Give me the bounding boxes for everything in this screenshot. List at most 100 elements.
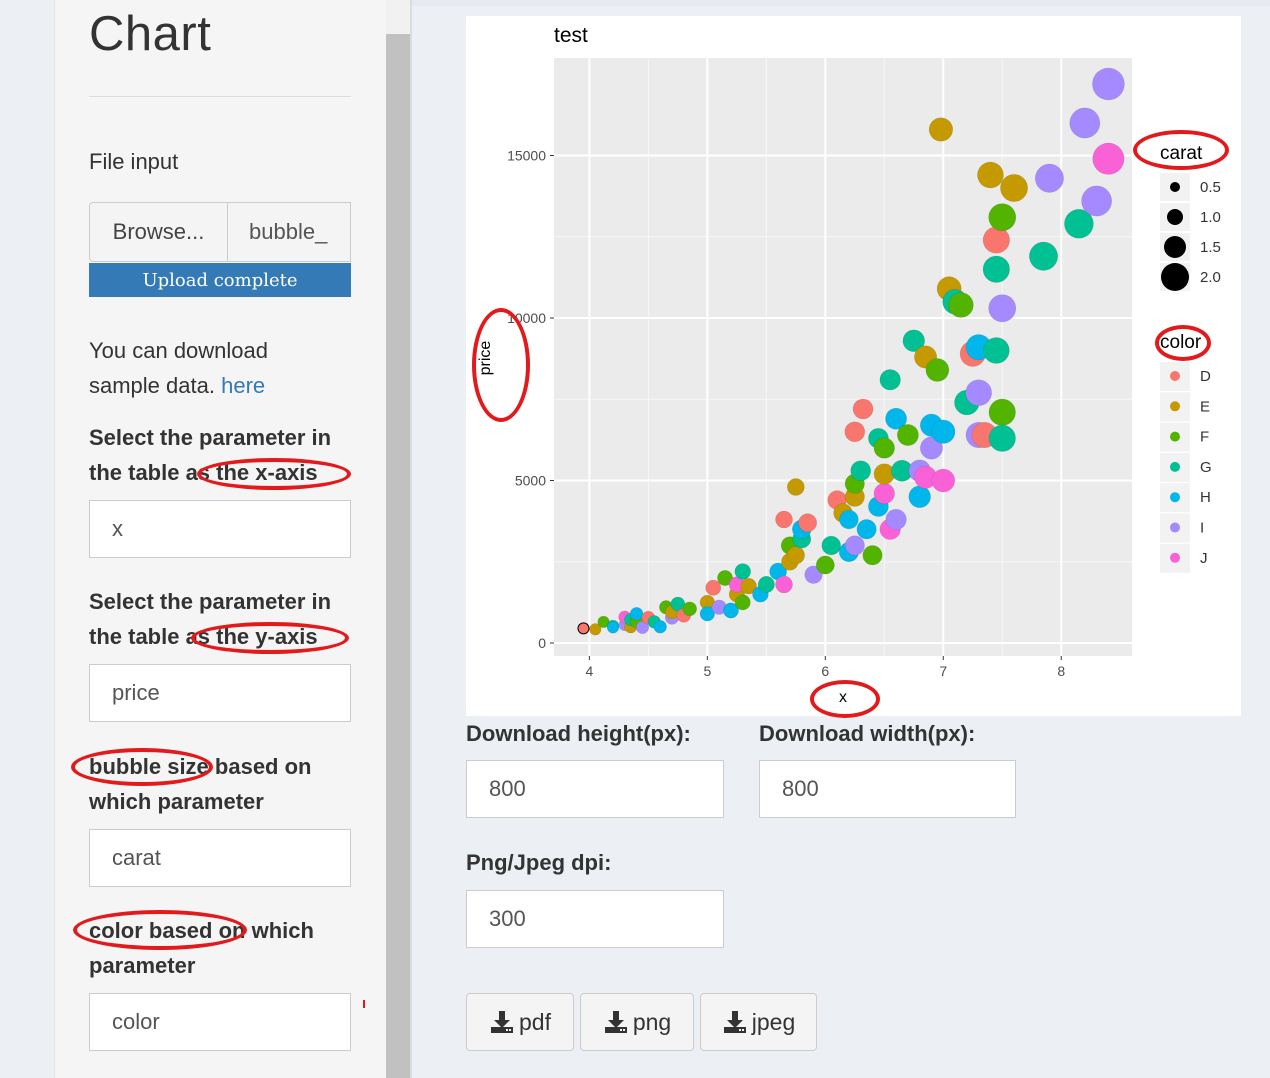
x-tick-label: 5 [703, 663, 711, 679]
chart-title: test [554, 24, 588, 47]
data-point [850, 460, 871, 482]
download-note: You can download sample data. here [89, 333, 329, 403]
download-height-label: Download height(px): [466, 721, 691, 746]
y-axis-input[interactable]: price [89, 664, 351, 722]
download-height-input[interactable]: 800 [466, 760, 724, 818]
color-legend-label: J [1200, 550, 1208, 567]
download-pdf-button[interactable]: pdf [466, 993, 574, 1051]
color-legend-key [1170, 431, 1180, 442]
data-point [948, 292, 974, 318]
x-tick-label: 7 [939, 663, 947, 679]
upload-progress-bar: Upload complete [89, 263, 351, 297]
data-point [873, 463, 895, 485]
data-point [734, 594, 751, 611]
data-point [852, 398, 874, 420]
sample-data-link[interactable]: here [221, 373, 266, 398]
bubble-size-input[interactable]: carat [89, 829, 351, 887]
color-legend-label: I [1200, 520, 1204, 537]
data-point [1034, 163, 1064, 193]
data-point [734, 563, 751, 580]
y-tick-label: 0 [538, 635, 546, 651]
download-note-text: You can download sample data. [89, 338, 269, 398]
data-point [589, 623, 602, 636]
data-point [1029, 241, 1059, 271]
x-axis-label: Select the parameter in the table as the… [89, 425, 332, 485]
color-param-input[interactable]: color [89, 993, 351, 1051]
data-point [879, 369, 901, 391]
size-legend-title: carat [1160, 143, 1203, 164]
download-jpeg-label: jpeg [751, 1008, 796, 1035]
color-legend-key [1170, 522, 1180, 533]
download-png-button[interactable]: png [580, 993, 694, 1051]
download-width-input[interactable]: 800 [759, 760, 1016, 818]
page-left-margin [0, 0, 54, 1078]
y-tick-label: 15000 [507, 148, 546, 164]
size-legend-label: 0.5 [1200, 179, 1221, 196]
scrollbar-thumb[interactable] [386, 34, 412, 1078]
size-legend-label: 2.0 [1200, 269, 1221, 286]
bubble-size-label: bubble size based on which parameter [89, 754, 312, 814]
data-point [815, 555, 835, 575]
sidebar-panel: Chart File input Browse... bubble_ Uploa… [54, 0, 386, 1078]
data-point [977, 161, 1004, 189]
y-axis-title: price [477, 341, 494, 376]
data-point [1069, 107, 1101, 139]
sidebar-scrollbar[interactable] [386, 0, 412, 1078]
download-jpeg-button[interactable]: jpeg [700, 993, 817, 1051]
download-width-label: Download width(px): [759, 721, 976, 746]
bubble-chart: 4 5 6 7 8 0 5000 10000 15000 test x price carat 0.5 1.… [477, 24, 1221, 706]
y-axis-label: Select the parameter in the table as the… [89, 589, 332, 649]
data-point [844, 535, 865, 556]
title-divider [89, 96, 351, 97]
size-legend-label: 1.5 [1200, 239, 1221, 256]
color-legend-key [1170, 371, 1180, 381]
data-point [983, 337, 1010, 364]
size-legend-key [1161, 263, 1189, 291]
data-point [705, 579, 722, 596]
color-legend-key [1170, 552, 1180, 563]
data-point [988, 294, 1017, 323]
plot-panel: 4 5 6 7 8 0 5000 10000 15000 test x price carat 0.5 1.… [466, 16, 1241, 716]
data-point [635, 620, 650, 634]
data-point [931, 468, 956, 493]
data-point [717, 570, 733, 586]
file-name-field[interactable]: bubble_ [228, 202, 351, 262]
data-point [862, 545, 883, 566]
color-legend-key [1170, 401, 1180, 412]
data-point [682, 601, 697, 617]
page-title: Chart [89, 7, 212, 61]
size-legend-label: 1.0 [1200, 209, 1221, 226]
data-point-outlined [577, 622, 590, 635]
size-legend-key [1170, 182, 1180, 192]
file-input-label: File input [89, 149, 179, 174]
data-point [919, 436, 943, 460]
color-legend-label: E [1200, 398, 1210, 415]
data-point [965, 379, 992, 407]
file-input-group[interactable]: Browse... bubble_ [89, 202, 351, 262]
data-point [885, 508, 907, 531]
data-point [757, 575, 775, 593]
data-point [775, 575, 793, 594]
data-point [844, 421, 866, 443]
x-axis-input[interactable]: x [89, 500, 351, 558]
dpi-label: Png/Jpeg dpi: [466, 850, 612, 875]
top-edge [410, 0, 1270, 6]
data-point [804, 565, 823, 584]
dpi-input[interactable]: 300 [466, 890, 724, 948]
data-point [931, 419, 956, 444]
plot-background [554, 58, 1132, 656]
data-point [606, 621, 620, 634]
data-point [982, 255, 1010, 283]
data-point [775, 510, 793, 529]
browse-button[interactable]: Browse... [89, 202, 228, 262]
x-tick-label: 4 [585, 663, 593, 679]
data-point [1064, 208, 1094, 239]
data-point [873, 482, 895, 505]
x-tick-label: 8 [1057, 663, 1065, 679]
data-point [839, 509, 859, 530]
data-point [629, 607, 644, 621]
color-legend-label: G [1200, 459, 1212, 476]
color-legend-key [1170, 492, 1180, 503]
color-legend-label: D [1200, 368, 1211, 385]
data-point [1081, 185, 1113, 217]
